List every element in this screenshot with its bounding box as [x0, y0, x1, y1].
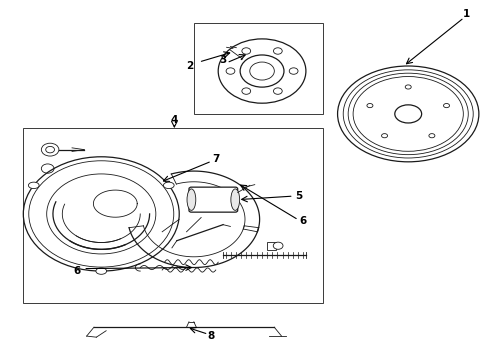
- Text: 2: 2: [187, 61, 194, 71]
- Bar: [267, 242, 276, 249]
- Ellipse shape: [28, 182, 39, 189]
- Bar: [194, 23, 323, 114]
- Ellipse shape: [164, 182, 174, 189]
- Text: 8: 8: [207, 332, 215, 342]
- Ellipse shape: [231, 189, 240, 210]
- Ellipse shape: [187, 189, 196, 210]
- Text: 5: 5: [295, 191, 302, 201]
- Text: 3: 3: [220, 55, 227, 65]
- Text: 7: 7: [212, 154, 220, 163]
- Bar: [24, 128, 323, 303]
- Text: 1: 1: [463, 9, 470, 19]
- Polygon shape: [94, 190, 137, 217]
- FancyBboxPatch shape: [189, 187, 238, 212]
- Text: 6: 6: [300, 216, 307, 226]
- Text: 6: 6: [74, 266, 80, 276]
- Circle shape: [47, 174, 156, 254]
- Circle shape: [273, 242, 283, 249]
- Text: 4: 4: [171, 115, 178, 125]
- Ellipse shape: [96, 268, 107, 274]
